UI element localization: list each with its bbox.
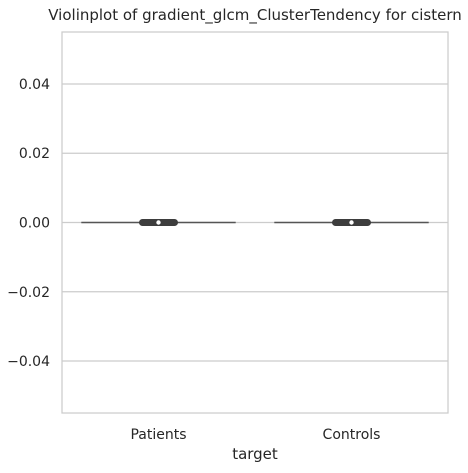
y-tick-label: 0.00: [19, 216, 50, 232]
x-tick-label: Controls: [323, 427, 381, 443]
x-tick-label: Patients: [130, 427, 186, 443]
y-tick-label: 0.04: [19, 77, 50, 93]
y-tick-label: −0.04: [7, 354, 50, 370]
y-tick-labels: −0.04 −0.02 0.00 0.02 0.04: [7, 77, 50, 370]
y-tick-label: 0.02: [19, 146, 50, 162]
plot-frame: [61, 31, 449, 414]
x-axis-label: target: [232, 445, 278, 463]
chart-title: Violinplot of gradient_glcm_ClusterTende…: [48, 6, 461, 25]
violin-median: [349, 220, 354, 225]
violins: [81, 219, 429, 226]
x-tick-labels: Patients Controls: [130, 427, 380, 443]
y-tick-label: −0.02: [7, 285, 50, 301]
violin-median: [156, 220, 161, 225]
